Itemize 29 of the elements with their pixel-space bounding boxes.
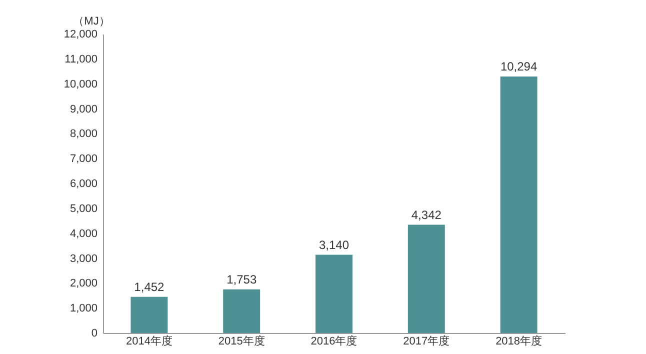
y-tick-label: 11,000 <box>64 53 98 66</box>
y-tick-label: 12,000 <box>64 28 98 40</box>
x-tick-label: 2014年度 <box>126 334 172 348</box>
bar <box>223 289 260 333</box>
y-tick-label: 3,000 <box>70 252 98 265</box>
x-tick-label: 2015年度 <box>218 334 265 348</box>
bar <box>500 76 538 333</box>
y-tick-label: 9,000 <box>70 103 98 116</box>
y-tick-label: 1,000 <box>70 302 98 315</box>
y-tick-label: 10,000 <box>64 78 98 90</box>
y-tick-label: 4,000 <box>70 228 98 240</box>
y-tick-label: 6,000 <box>70 178 98 190</box>
y-tick-label: 7,000 <box>70 153 98 166</box>
data-label: 1,753 <box>226 272 257 286</box>
data-label: 1,452 <box>134 280 165 294</box>
y-tick-label: 5,000 <box>70 202 98 215</box>
data-label: 10,294 <box>500 60 538 74</box>
x-tick-label: 2018年度 <box>496 334 542 348</box>
data-label: 3,140 <box>318 238 350 252</box>
bar <box>316 254 352 333</box>
y-tick-label: 0 <box>91 328 98 340</box>
y-axis-title: （MJ） <box>73 16 110 28</box>
y-tick-label: 8,000 <box>70 128 98 140</box>
x-tick-label: 2016年度 <box>310 334 358 348</box>
bar <box>408 224 445 333</box>
data-label: 4,342 <box>411 208 442 222</box>
bar <box>130 296 168 333</box>
y-tick-label: 2,000 <box>70 278 98 290</box>
x-tick-label: 2017年度 <box>403 334 450 348</box>
